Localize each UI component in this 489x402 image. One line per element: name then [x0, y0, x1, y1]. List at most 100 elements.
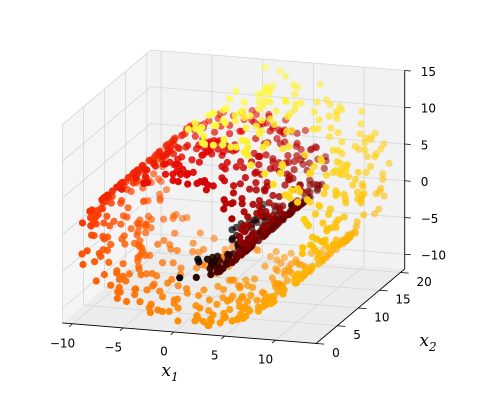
scatter-point [242, 276, 250, 284]
scatter-point [253, 209, 261, 217]
scatter-point [306, 176, 314, 184]
scatter-point [148, 269, 156, 278]
scatter-point [281, 181, 289, 189]
scatter-point [150, 170, 158, 178]
scatter-point [306, 146, 315, 154]
scatter-point [127, 225, 135, 233]
scatter-point [349, 181, 357, 189]
scatter-point [216, 267, 224, 275]
scatter-point [219, 141, 227, 149]
scatter-point [298, 249, 307, 258]
scatter-point [259, 143, 267, 151]
scatter-points [78, 63, 393, 330]
scatter-point [106, 222, 114, 230]
scatter-point [188, 156, 196, 164]
scatter-point [280, 270, 289, 278]
scatter-point [302, 266, 310, 274]
scatter-point [167, 245, 175, 253]
scatter-point [255, 197, 263, 205]
scatter-point [361, 146, 369, 154]
scatter-point [183, 171, 191, 179]
scatter-point [366, 163, 375, 171]
scatter-point [266, 253, 274, 261]
x-tick-label: 10 [258, 353, 273, 367]
scatter-point [79, 260, 87, 269]
scatter-point [259, 226, 267, 234]
scatter-point [242, 124, 250, 132]
scatter-point [354, 188, 362, 196]
scatter-point [232, 87, 240, 95]
scatter-point [279, 290, 287, 298]
scatter-point [249, 283, 257, 291]
scatter-point [223, 297, 232, 305]
scatter-point [137, 271, 145, 279]
scatter-point [218, 151, 226, 159]
scatter-point [273, 267, 281, 275]
scatter-point [380, 192, 388, 200]
scatter-point [155, 175, 163, 183]
z-tick-label: 5 [421, 138, 429, 152]
scatter-point [236, 108, 244, 116]
scatter-point [174, 304, 182, 312]
scatter-point [240, 113, 248, 122]
scatter-point [320, 190, 328, 198]
scatter-point [113, 269, 121, 277]
scatter-point [196, 126, 204, 134]
scatter-point [258, 116, 266, 124]
scatter-point [272, 248, 280, 256]
scatter-point [195, 158, 203, 166]
scatter-point [270, 292, 278, 300]
scatter-point [174, 178, 182, 186]
scatter-point [221, 119, 229, 127]
scatter-point [246, 221, 254, 230]
scatter-point [177, 264, 185, 272]
scatter-point [213, 300, 221, 308]
scatter-point [211, 128, 219, 136]
scatter-point [251, 169, 259, 177]
scatter-point [325, 112, 333, 120]
scatter-point [154, 306, 162, 314]
scatter-point [255, 105, 263, 113]
scatter-point [122, 277, 130, 285]
scatter-point [177, 132, 185, 140]
scatter-point [308, 262, 316, 271]
scatter-point [237, 238, 245, 246]
scatter-point [254, 246, 262, 254]
scatter-point [193, 179, 201, 188]
scatter-point [279, 145, 287, 153]
scatter-point [309, 125, 317, 133]
scatter-point [209, 141, 217, 149]
scatter-point [189, 168, 197, 176]
scatter-point [249, 200, 257, 208]
scatter-point [104, 191, 112, 199]
scatter-point [165, 307, 173, 315]
scatter-point [290, 157, 299, 165]
scatter-point [97, 252, 105, 261]
z-tick-label: 10 [421, 102, 436, 116]
scatter-point [352, 175, 360, 184]
scatter-point [216, 319, 224, 327]
scatter-point [300, 215, 308, 223]
scatter-point [238, 225, 246, 234]
scatter-point [239, 164, 247, 172]
scatter-point [245, 234, 253, 242]
scatter-point [305, 170, 314, 178]
scatter-point [98, 196, 106, 204]
scatter-point [169, 259, 177, 267]
scatter-point [252, 122, 260, 130]
scatter-point [338, 138, 346, 146]
scatter-point [246, 185, 254, 193]
scatter-point [162, 186, 171, 194]
scatter-point [139, 197, 147, 206]
scatter-point [265, 199, 273, 207]
scatter-point [83, 247, 91, 255]
scatter-point [159, 293, 167, 301]
scatter-point [189, 248, 197, 256]
scatter-point [323, 227, 331, 235]
scatter-point [236, 127, 244, 135]
scatter-point [272, 107, 280, 115]
scatter-point [134, 257, 142, 265]
scatter-point [290, 166, 298, 174]
scatter-point [92, 277, 100, 285]
scatter-point [273, 135, 281, 143]
